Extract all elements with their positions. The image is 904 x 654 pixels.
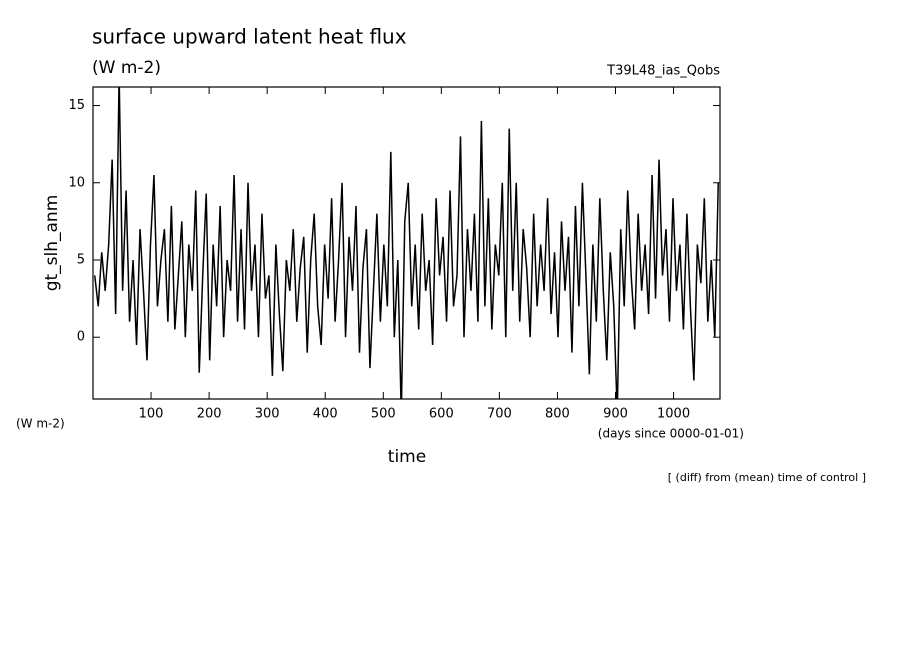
x-tick-label: 900 bbox=[603, 407, 628, 422]
y-tick-label: 5 bbox=[77, 252, 85, 267]
run-label: T39L48_ias_Qobs bbox=[606, 64, 720, 79]
x-tick-label: 300 bbox=[255, 407, 280, 422]
plot-frame bbox=[92, 86, 721, 400]
x-unit: (days since 0000-01-01) bbox=[598, 427, 744, 441]
chart-subtitle: (W m-2) bbox=[92, 58, 161, 78]
note: [ (diff) from (mean) time of control ] bbox=[668, 471, 866, 484]
y-unit: (W m-2) bbox=[16, 417, 65, 431]
x-tick-label: 700 bbox=[487, 407, 512, 422]
y-tick-label: 15 bbox=[68, 98, 85, 113]
x-tick-label: 600 bbox=[429, 407, 454, 422]
data-line bbox=[93, 87, 720, 399]
y-axis-label: gt_slh_anm bbox=[42, 195, 62, 292]
x-tick-label: 200 bbox=[197, 407, 222, 422]
chart-title: surface upward latent heat flux bbox=[92, 25, 407, 49]
y-tick-label: 0 bbox=[77, 330, 85, 345]
x-tick-label: 500 bbox=[371, 407, 396, 422]
x-tick-label: 1000 bbox=[657, 407, 690, 422]
x-tick-label: 400 bbox=[313, 407, 338, 422]
x-axis-label: time bbox=[388, 447, 426, 467]
y-tick-label: 10 bbox=[68, 175, 85, 190]
x-tick-label: 800 bbox=[545, 407, 570, 422]
x-tick-label: 100 bbox=[139, 407, 164, 422]
